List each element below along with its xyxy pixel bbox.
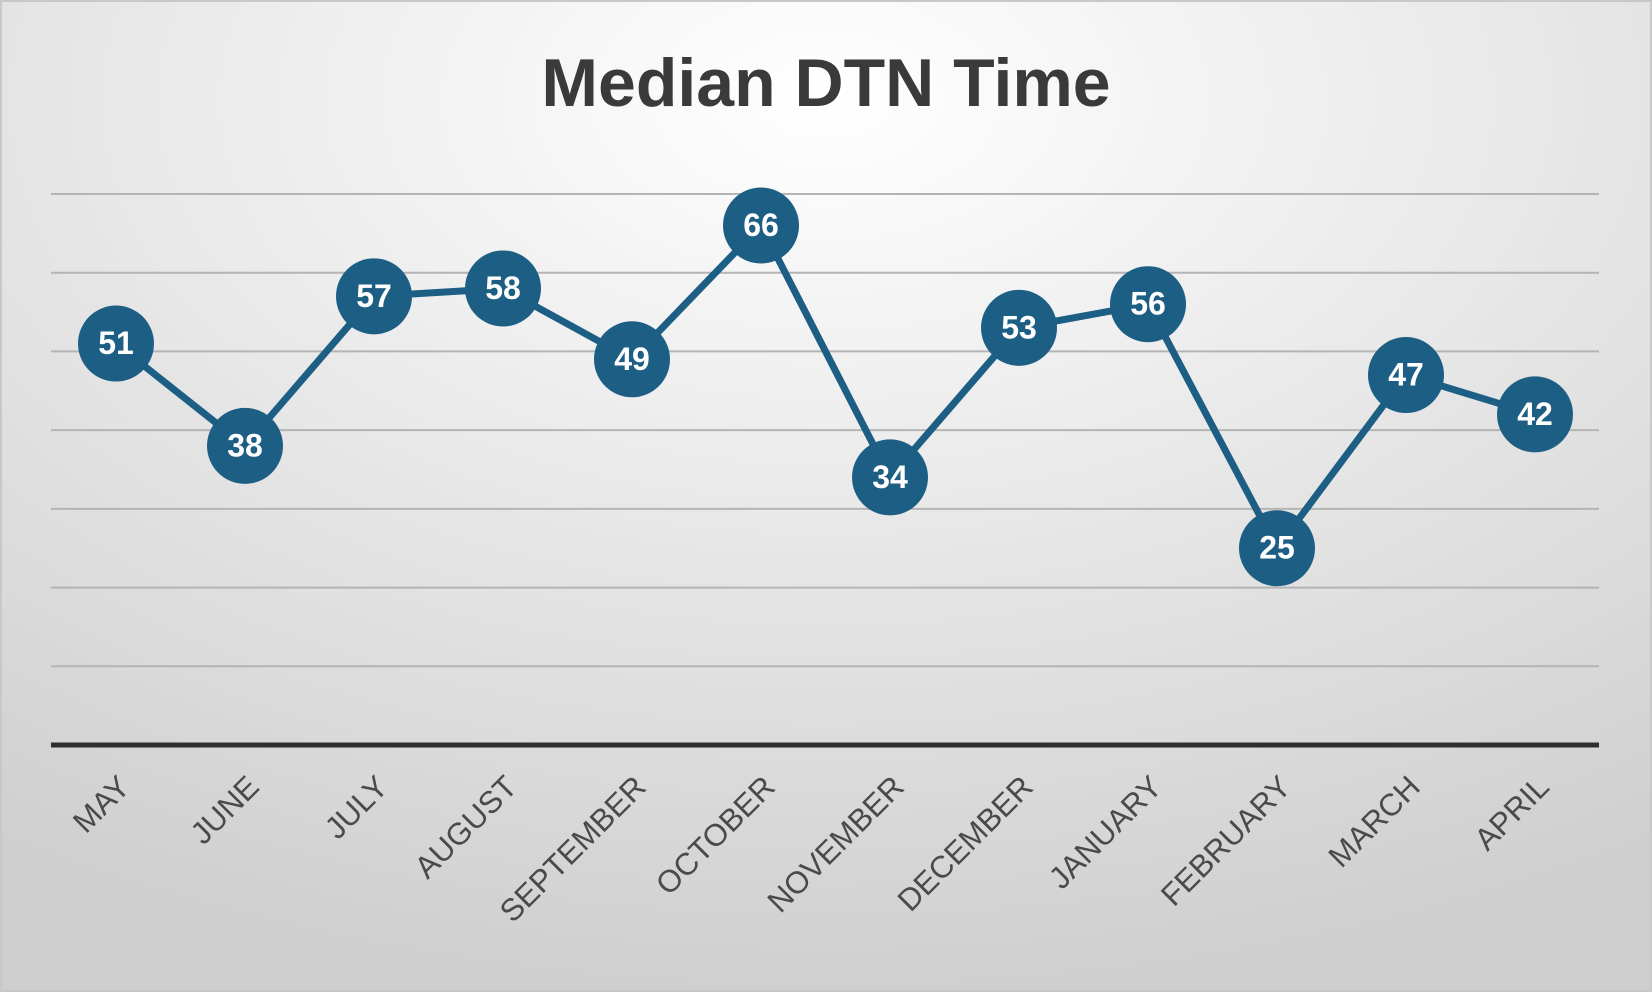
- data-label: 25: [1259, 530, 1295, 566]
- marker: [1239, 510, 1315, 587]
- marker: [78, 305, 154, 382]
- data-label: 56: [1130, 286, 1166, 322]
- marker: [852, 439, 928, 516]
- marker: [1497, 376, 1573, 453]
- marker: [207, 407, 283, 484]
- data-label: 57: [356, 278, 392, 314]
- data-label: 38: [227, 427, 263, 463]
- chart-title: Median DTN Time: [541, 45, 1110, 121]
- marker: [1368, 337, 1444, 414]
- data-label: 49: [614, 341, 650, 377]
- data-label: 47: [1388, 356, 1424, 392]
- marker: [336, 258, 412, 335]
- marker: [465, 250, 541, 327]
- marker: [981, 289, 1057, 366]
- data-label: 51: [98, 325, 134, 361]
- marker: [1110, 266, 1186, 343]
- marker: [594, 321, 670, 398]
- data-label: 53: [1001, 309, 1037, 345]
- data-label: 58: [485, 270, 521, 306]
- data-label: 42: [1517, 396, 1553, 432]
- data-label: 34: [872, 459, 908, 495]
- marker: [723, 187, 799, 264]
- data-label: 66: [743, 207, 779, 243]
